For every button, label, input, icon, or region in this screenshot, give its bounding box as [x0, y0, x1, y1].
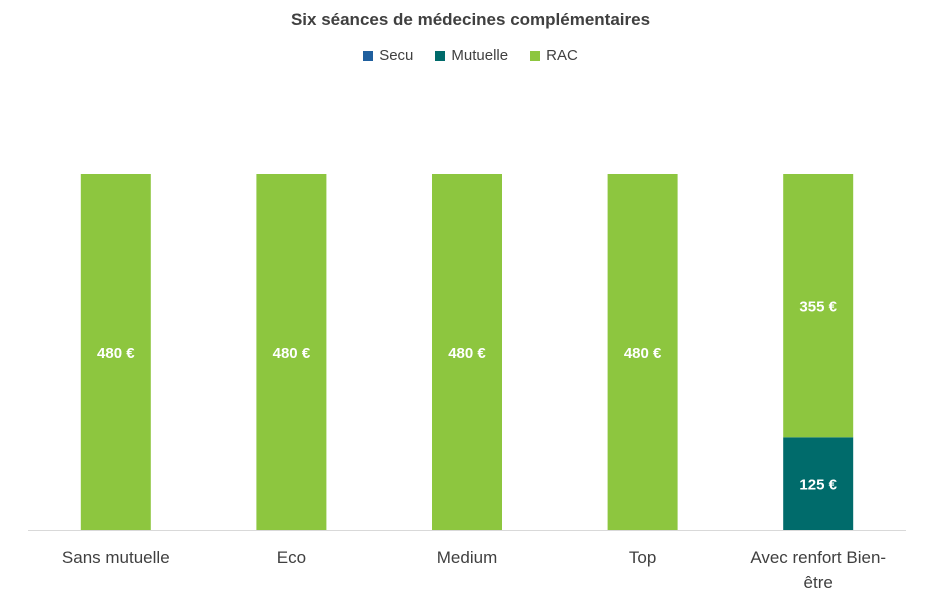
- x-tick-label: Eco: [277, 548, 306, 567]
- legend-swatch: [363, 50, 374, 61]
- bar-rac: [256, 174, 327, 530]
- x-tick-label: Medium: [437, 548, 497, 567]
- legend-label: Mutuelle: [451, 47, 509, 64]
- data-label: 355 €: [799, 299, 837, 316]
- data-label: 480 €: [97, 345, 135, 362]
- legend-swatch: [435, 50, 446, 61]
- data-label: 480 €: [448, 345, 486, 362]
- bar-rac: [607, 174, 678, 530]
- legend-item-rac: RAC: [530, 47, 578, 64]
- legend: Secu Mutuelle RAC: [0, 47, 941, 64]
- data-label: 480 €: [273, 345, 311, 362]
- bar-rac: [432, 174, 502, 530]
- chart-title: Six séances de médecines complémentaires: [290, 10, 651, 29]
- x-tick-label: Top: [629, 548, 656, 567]
- data-label: 480 €: [624, 345, 662, 362]
- legend-label: Secu: [379, 47, 414, 64]
- legend-label: RAC: [546, 47, 578, 64]
- x-tick-label: Sans mutuelle: [62, 548, 170, 567]
- legend-swatch: [530, 50, 541, 61]
- bar-rac: [783, 174, 854, 438]
- data-label: 125 €: [799, 477, 837, 494]
- legend-item-mutuelle: Mutuelle: [435, 47, 508, 64]
- legend-item-secu: Secu: [363, 47, 413, 64]
- x-tick-label: Avec renfort Bien-être: [750, 548, 886, 592]
- bar-mutuelle: [783, 437, 854, 530]
- bar-rac: [80, 174, 151, 530]
